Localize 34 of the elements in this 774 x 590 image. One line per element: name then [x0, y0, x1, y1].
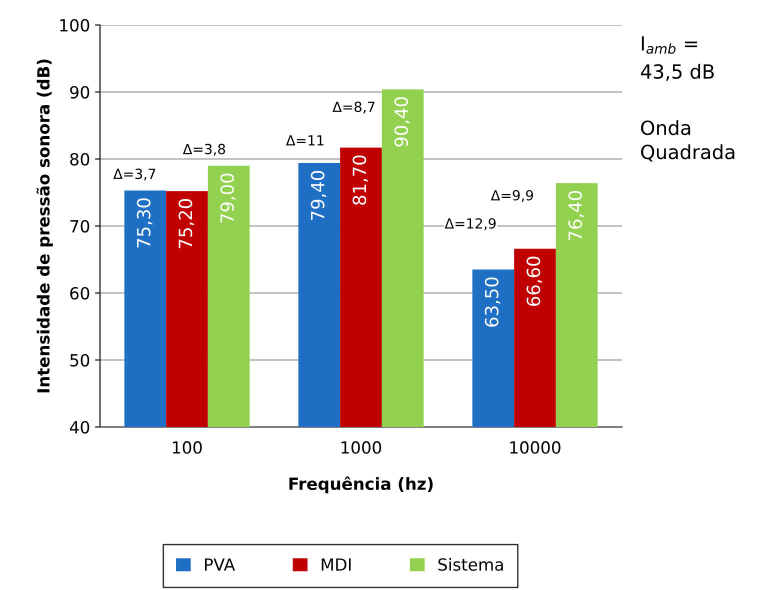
data-label: 81,70 — [352, 156, 368, 205]
y-tick-label: 60 — [70, 286, 90, 300]
data-label: 66,60 — [526, 256, 542, 306]
annotation: Δ=3,8 — [182, 144, 226, 156]
y-tick-label: 90 — [70, 86, 90, 99]
text: Onda — [641, 120, 690, 136]
annotation: Δ=8,7 — [332, 102, 374, 114]
data-label: 79,00 — [220, 174, 236, 223]
data-label: 75,30 — [136, 198, 152, 248]
data-label: 76,40 — [568, 191, 584, 240]
data-label: 63,50 — [484, 277, 500, 327]
data-label: 79,40 — [310, 170, 326, 220]
text: Quadrada — [641, 144, 734, 162]
annotation: Δ=12,9 — [444, 218, 496, 230]
x-tick-label: 1000 — [342, 441, 382, 454]
x-axis-title: Frequência (hz) — [289, 476, 433, 494]
annotation: Δ=9,9 — [490, 190, 534, 202]
data-label: 90,40 — [394, 97, 410, 147]
text: 43,5 dB — [640, 64, 714, 81]
y-axis-title: Intensidade de pressão sonora (dB) — [36, 60, 53, 392]
data-label: 75,20 — [178, 199, 194, 248]
legend-label: PVA — [205, 558, 236, 571]
y-tick-label: 50 — [70, 354, 90, 367]
legend-label: Sistema — [438, 558, 503, 571]
y-tick-label: 80 — [70, 152, 90, 166]
y-tick-label: 70 — [70, 220, 90, 233]
y-tick-label: 40 — [70, 420, 90, 434]
text: I$_{amb}$ = — [642, 36, 698, 54]
legend-label: MDI — [322, 558, 351, 571]
annotation: Δ=11 — [286, 135, 324, 146]
x-tick-label: 10000 — [510, 441, 560, 454]
x-tick-label: 100 — [172, 441, 202, 454]
y-tick-label: 100 — [60, 18, 90, 32]
annotation: Δ=3,7 — [113, 168, 156, 181]
